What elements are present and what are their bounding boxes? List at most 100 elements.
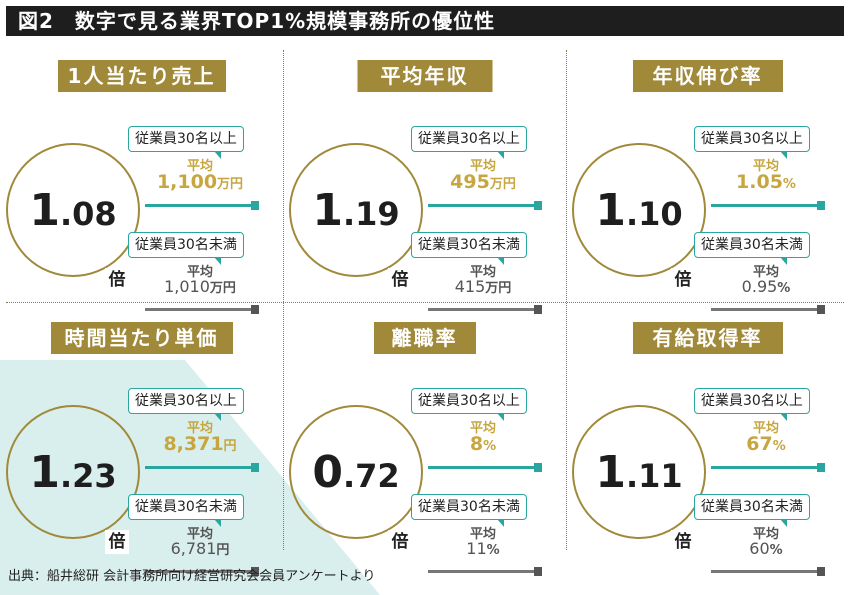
value-small-number: 0.95 — [741, 277, 778, 296]
value-small-number: 60 — [749, 539, 770, 558]
bar-large — [428, 201, 542, 210]
group-tag-large: 従業員30名以上 — [128, 126, 244, 159]
value-small-unit: 円 — [216, 543, 230, 558]
bar-small-end — [817, 305, 825, 314]
value-large-unit: 万円 — [217, 177, 244, 192]
ratio-unit: 倍 — [388, 268, 412, 292]
ratio-unit: 倍 — [105, 268, 129, 292]
avg-label-large: 平均 — [752, 421, 779, 436]
ratio-dec: .72 — [342, 457, 400, 495]
group-tag-large: 従業員30名以上 — [128, 388, 244, 421]
value-small-number: 415 — [454, 277, 486, 296]
ratio-int: 1 — [29, 447, 60, 498]
bar-large — [145, 201, 259, 210]
metric-title: 平均年収 — [357, 60, 492, 92]
ratio-int: 0 — [312, 447, 343, 498]
bar-small — [428, 305, 542, 314]
ratio-value: 0.72 — [291, 447, 421, 498]
bar-small-end — [251, 567, 259, 576]
value-small-unit: % — [769, 543, 783, 558]
value-large: 1,100万円 — [140, 171, 260, 193]
value-small: 0.95% — [706, 277, 826, 296]
ratio-dec: .11 — [625, 457, 683, 495]
bar-small — [711, 567, 825, 576]
ratio-unit: 倍 — [105, 530, 129, 554]
value-large-number: 1,100 — [156, 171, 218, 193]
ratio-value: 1.10 — [574, 185, 704, 236]
group-tag-small: 従業員30名未満 — [411, 494, 527, 527]
bar-large — [711, 201, 825, 210]
ratio-circle: 1.23 倍 — [6, 405, 140, 554]
group-tag-large: 従業員30名以上 — [411, 126, 527, 159]
metric-title: 年収伸び率 — [632, 60, 783, 92]
metric-title: 有給取得率 — [632, 322, 783, 354]
bar-large-end — [251, 201, 259, 210]
value-small: 6,781円 — [140, 539, 260, 558]
ratio-dec: .10 — [625, 195, 683, 233]
group-tag-small: 従業員30名未満 — [411, 232, 527, 265]
ratio-value: 1.19 — [291, 185, 421, 236]
group-tag-small: 従業員30名未満 — [694, 494, 810, 527]
value-large: 8% — [423, 433, 543, 455]
metric-panel: 平均年収 1.19 倍 従業員30名以上 平均 495万円 従業員30名未満 平… — [283, 60, 566, 322]
bar-small — [145, 567, 259, 576]
bar-large-end — [817, 201, 825, 210]
divider-vertical-1 — [283, 50, 284, 550]
avg-label-large: 平均 — [752, 159, 779, 174]
value-large: 1.05% — [706, 171, 826, 193]
metric-panel: 時間当たり単価 1.23 倍 従業員30名以上 平均 8,371円 従業員30名… — [0, 322, 283, 584]
bar-small-end — [817, 567, 825, 576]
metric-title: 時間当たり単価 — [50, 322, 233, 354]
avg-label-small: 平均 — [186, 527, 213, 542]
ratio-int: 1 — [29, 185, 60, 236]
avg-label-large: 平均 — [469, 159, 496, 174]
value-small: 11% — [423, 539, 543, 558]
value-large-unit: % — [782, 177, 796, 192]
bar-small-end — [251, 305, 259, 314]
value-large: 495万円 — [423, 171, 543, 193]
value-small-number: 1,010 — [164, 277, 210, 296]
ratio-unit: 倍 — [671, 530, 695, 554]
avg-label-small: 平均 — [469, 527, 496, 542]
value-small: 415万円 — [423, 277, 543, 296]
value-small-number: 11 — [466, 539, 487, 558]
value-small-unit: 万円 — [485, 281, 512, 296]
source-note: 出典：船井総研 会計事務所向け経営研究会会員アンケートより — [8, 569, 376, 584]
ratio-dec: .19 — [342, 195, 400, 233]
bar-large-end — [534, 463, 542, 472]
divider-horizontal — [6, 302, 844, 303]
value-large-number: 67 — [746, 433, 773, 455]
bar-large — [145, 463, 259, 472]
bar-small — [145, 305, 259, 314]
value-large-unit: 万円 — [489, 177, 516, 192]
ratio-unit: 倍 — [671, 268, 695, 292]
value-small-unit: 万円 — [209, 281, 236, 296]
value-large-number: 8,371 — [163, 433, 224, 455]
ratio-int: 1 — [595, 185, 626, 236]
ratio-dec: .08 — [59, 195, 117, 233]
bar-large — [428, 463, 542, 472]
bar-large-end — [534, 201, 542, 210]
value-large-number: 8 — [469, 433, 484, 455]
group-tag-large: 従業員30名以上 — [694, 388, 810, 421]
value-large: 8,371円 — [140, 433, 260, 455]
group-tag-large: 従業員30名以上 — [694, 126, 810, 159]
avg-label-small: 平均 — [752, 265, 779, 280]
avg-label-large: 平均 — [186, 159, 213, 174]
avg-label-small: 平均 — [752, 527, 779, 542]
ratio-value: 1.08 — [8, 185, 138, 236]
bar-small — [428, 567, 542, 576]
value-large-unit: % — [772, 439, 786, 454]
bar-large-end — [817, 463, 825, 472]
value-large-unit: % — [483, 439, 497, 454]
ratio-circle: 1.10 倍 — [572, 143, 706, 292]
value-small: 60% — [706, 539, 826, 558]
ratio-circle: 0.72 倍 — [289, 405, 423, 554]
metric-title: 1人当たり売上 — [57, 60, 226, 92]
page-title: 図2 数字で見る業界TOP1%規模事務所の優位性 — [6, 6, 844, 36]
group-tag-small: 従業員30名未満 — [128, 494, 244, 527]
metric-panel: 1人当たり売上 1.08 倍 従業員30名以上 平均 1,100万円 従業員30… — [0, 60, 283, 322]
bar-small-end — [534, 305, 542, 314]
value-small-number: 6,781 — [170, 539, 217, 558]
group-tag-small: 従業員30名未満 — [694, 232, 810, 265]
